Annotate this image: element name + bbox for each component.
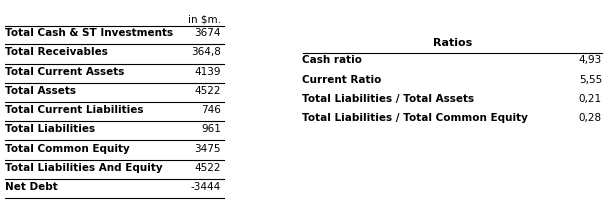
Text: 4522: 4522 bbox=[194, 86, 221, 96]
Text: Current Ratio: Current Ratio bbox=[302, 75, 382, 85]
Text: 4139: 4139 bbox=[194, 67, 221, 77]
Text: 3475: 3475 bbox=[194, 144, 221, 154]
Text: 3674: 3674 bbox=[194, 28, 221, 38]
Text: 4,93: 4,93 bbox=[579, 55, 602, 65]
Text: 961: 961 bbox=[201, 124, 221, 134]
Text: Total Liabilities / Total Common Equity: Total Liabilities / Total Common Equity bbox=[302, 113, 528, 123]
Text: 364,8: 364,8 bbox=[191, 47, 221, 57]
Text: Total Assets: Total Assets bbox=[5, 86, 76, 96]
Text: Total Current Assets: Total Current Assets bbox=[5, 67, 124, 77]
Text: Total Receivables: Total Receivables bbox=[5, 47, 108, 57]
Text: 0,28: 0,28 bbox=[579, 113, 602, 123]
Text: 746: 746 bbox=[201, 105, 221, 115]
Text: Ratios: Ratios bbox=[433, 38, 472, 48]
Text: 0,21: 0,21 bbox=[579, 94, 602, 104]
Text: Total Common Equity: Total Common Equity bbox=[5, 144, 129, 154]
Text: Net Debt: Net Debt bbox=[5, 182, 57, 192]
Text: Total Liabilities: Total Liabilities bbox=[5, 124, 95, 134]
Text: 4522: 4522 bbox=[194, 163, 221, 173]
Text: Total Cash & ST Investments: Total Cash & ST Investments bbox=[5, 28, 173, 38]
Text: Total Liabilities / Total Assets: Total Liabilities / Total Assets bbox=[302, 94, 475, 104]
Text: Cash ratio: Cash ratio bbox=[302, 55, 362, 65]
Text: in $m.: in $m. bbox=[188, 15, 221, 25]
Text: Total Liabilities And Equity: Total Liabilities And Equity bbox=[5, 163, 163, 173]
Text: 5,55: 5,55 bbox=[579, 75, 602, 85]
Text: -3444: -3444 bbox=[191, 182, 221, 192]
Text: Total Current Liabilities: Total Current Liabilities bbox=[5, 105, 143, 115]
